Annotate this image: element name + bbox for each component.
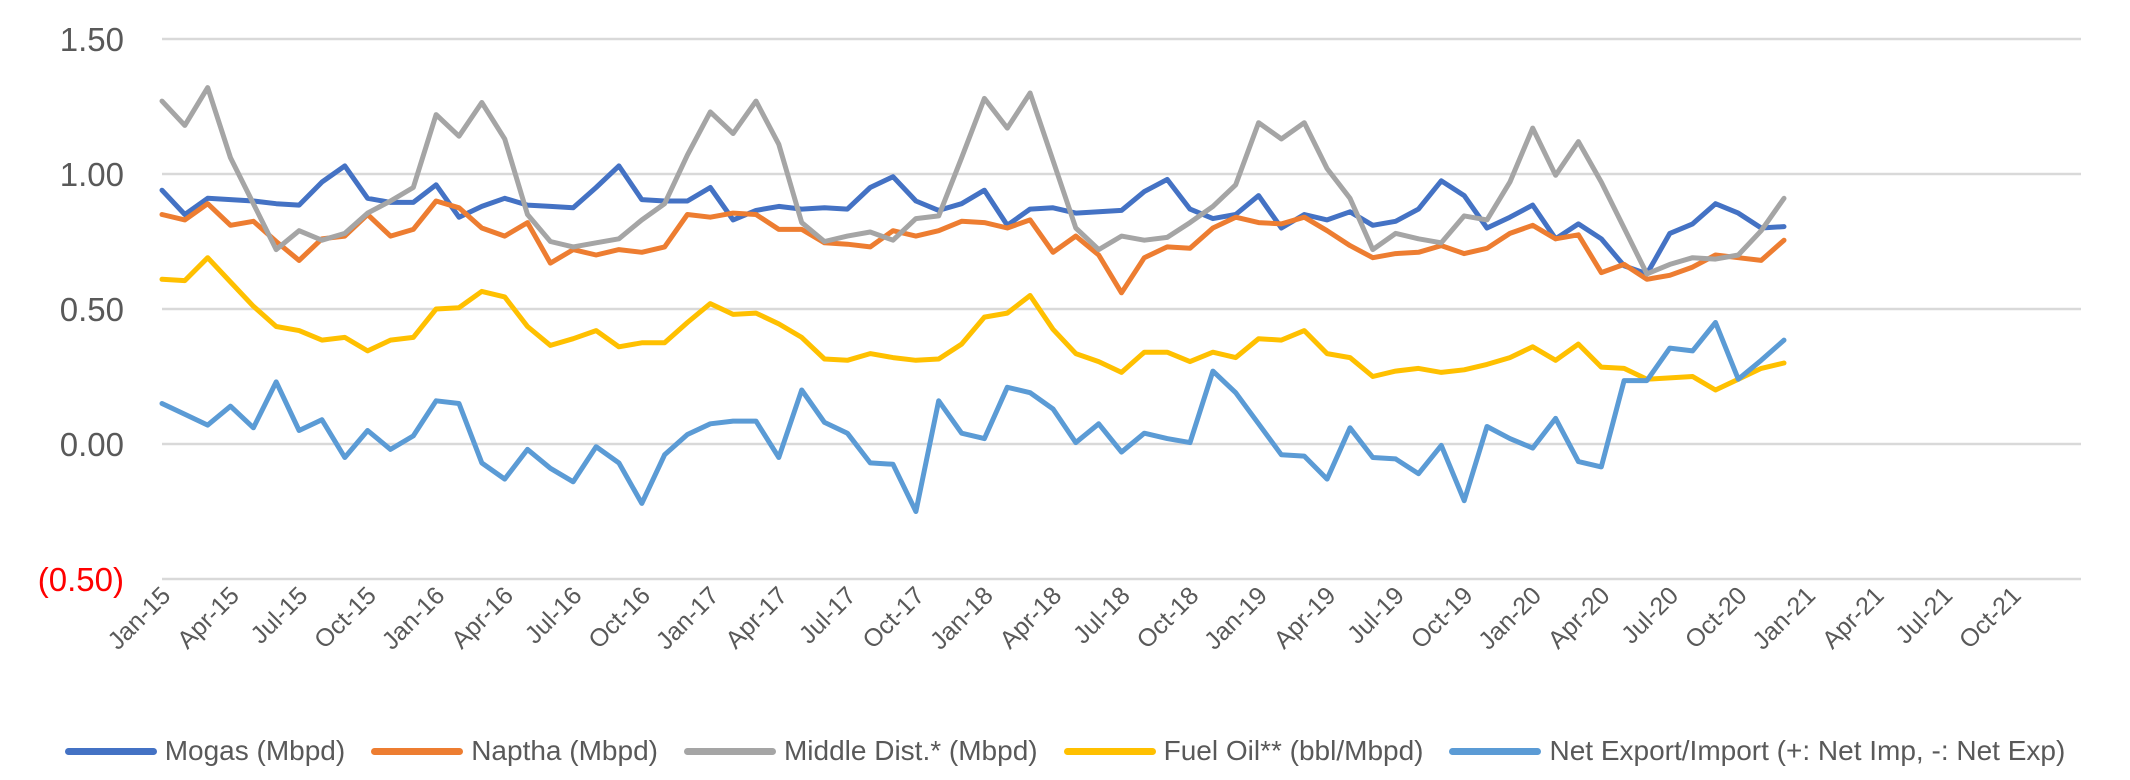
x-tick-label: Jan-18 (925, 581, 999, 655)
series-lines (159, 85, 1787, 514)
x-tick-label: Apr-20 (1543, 581, 1616, 654)
x-tick-label: Jan-17 (651, 581, 725, 655)
x-tick-label: Jan-21 (1747, 581, 1821, 655)
series-line-net-export-import (159, 320, 1787, 514)
x-tick-label: Jul-17 (794, 581, 862, 649)
x-tick-label: Jan-19 (1199, 581, 1273, 655)
gridlines (162, 37, 2081, 581)
x-tick-label: Oct-21 (1954, 581, 2027, 654)
y-tick-label: (0.50) (38, 561, 124, 598)
x-tick-label: Oct-20 (1680, 581, 1753, 654)
legend: Mogas (Mbpd) Naptha (Mbpd) Middle Dist.*… (0, 724, 2130, 778)
x-tick-label: Oct-17 (857, 581, 930, 654)
x-tick-label: Apr-17 (720, 581, 793, 654)
x-tick-label: Apr-16 (446, 581, 519, 654)
x-tick-label: Jul-20 (1616, 581, 1684, 649)
legend-item-naptha: Naptha (Mbpd) (371, 735, 658, 767)
y-axis-labels: 1.50 1.00 0.50 0.00 (0.50) (38, 21, 124, 598)
legend-label: Mogas (Mbpd) (164, 735, 346, 766)
legend-swatch-middle-dist (683, 747, 776, 755)
legend-item-net-export-import: Net Export/Import (+: Net Imp, -: Net Ex… (1449, 735, 2065, 767)
legend-swatch-naptha (371, 747, 464, 755)
y-tick-label: 1.50 (60, 21, 124, 58)
legend-label: Naptha (Mbpd) (471, 735, 658, 766)
legend-label: Fuel Oil** (bbl/Mbpd) (1163, 735, 1424, 766)
series-line-naptha (159, 198, 1787, 296)
x-tick-label: Oct-19 (1406, 581, 1479, 654)
y-tick-label: 0.50 (60, 291, 124, 328)
x-tick-label: Jul-18 (1068, 581, 1136, 649)
x-tick-label: Apr-18 (994, 581, 1067, 654)
legend-label: Net Export/Import (+: Net Imp, -: Net Ex… (1549, 735, 2066, 766)
x-tick-label: Jan-16 (377, 581, 451, 655)
legend-item-middle-dist: Middle Dist.* (Mbpd) (683, 735, 1038, 767)
x-tick-label: Oct-18 (1131, 581, 1204, 654)
y-tick-label: 1.00 (60, 156, 124, 193)
legend-label: Middle Dist.* (Mbpd) (783, 735, 1038, 766)
x-tick-label: Oct-16 (583, 581, 656, 654)
legend-item-fuel-oil: Fuel Oil** (bbl/Mbpd) (1063, 735, 1424, 767)
x-tick-label: Jul-15 (245, 581, 313, 649)
legend-swatch-mogas (64, 747, 157, 755)
x-tick-label: Jul-16 (520, 581, 588, 649)
x-tick-label: Oct-15 (309, 581, 382, 654)
y-tick-label: 0.00 (60, 426, 124, 463)
series-line-middle-dist (159, 85, 1787, 277)
legend-swatch-net-export-import (1449, 747, 1542, 755)
x-tick-label: Jul-21 (1890, 581, 1958, 649)
series-line-mogas (159, 163, 1787, 277)
x-tick-label: Apr-21 (1817, 581, 1890, 654)
series-line-fuel-oil (159, 255, 1787, 393)
x-tick-label: Apr-19 (1268, 581, 1341, 654)
x-tick-label: Jul-19 (1342, 581, 1410, 649)
x-tick-label: Jan-20 (1473, 581, 1547, 655)
legend-item-mogas: Mogas (Mbpd) (64, 735, 346, 767)
legend-swatch-fuel-oil (1063, 747, 1156, 755)
x-tick-label: Apr-15 (172, 581, 245, 654)
